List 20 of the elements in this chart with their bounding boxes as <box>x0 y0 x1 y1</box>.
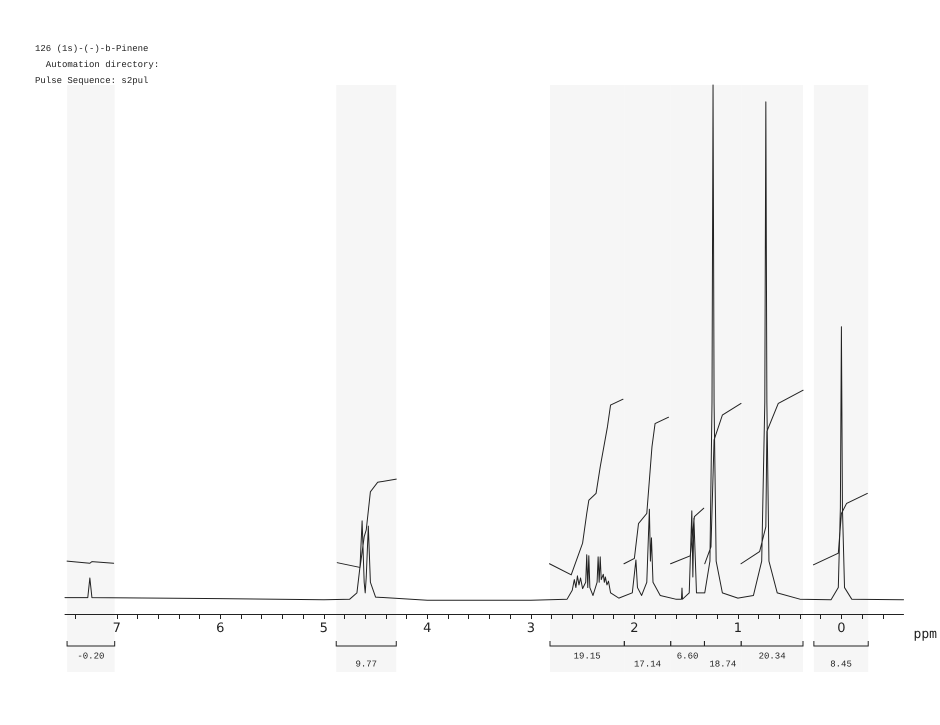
annotation: Pulse Sequence: s2pul <box>35 76 148 86</box>
x-tick-label: 1 <box>734 621 742 636</box>
band-label: 8.45 <box>830 660 852 670</box>
x-tick-label: 4 <box>423 621 432 636</box>
band-label: -0.20 <box>77 652 104 662</box>
x-tick-label: 6 <box>216 621 224 636</box>
x-tick-label: 2 <box>630 621 639 636</box>
band-label: 18.74 <box>709 660 736 670</box>
chart-title: 126 (1s)-(-)-b-Pinene <box>35 44 148 54</box>
x-tick-label: 5 <box>320 621 328 636</box>
band-label: 19.15 <box>574 652 601 662</box>
x-tick-label: 3 <box>526 621 535 636</box>
band-label: 20.34 <box>758 652 786 662</box>
x-tick-label: 0 <box>837 621 846 636</box>
chart-subtitle: Automation directory: <box>44 60 160 70</box>
x-axis-title: ppm <box>914 627 938 642</box>
x-tick-label: 7 <box>112 621 121 636</box>
band-label: 6.60 <box>676 652 698 662</box>
band-label: 17.14 <box>634 660 662 670</box>
band-label: 9.77 <box>355 660 378 670</box>
